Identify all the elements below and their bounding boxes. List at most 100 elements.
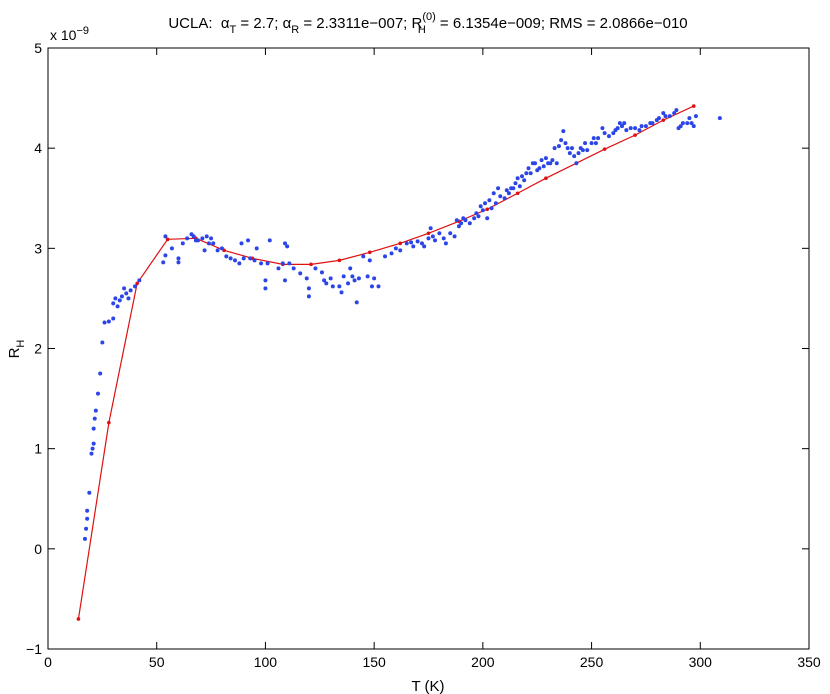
data-point bbox=[126, 296, 131, 301]
data-point bbox=[306, 286, 311, 291]
data-point bbox=[92, 416, 97, 421]
data-point bbox=[591, 136, 596, 141]
data-point bbox=[319, 270, 324, 275]
plot-area bbox=[47, 47, 810, 650]
data-point bbox=[404, 241, 409, 246]
data-point bbox=[163, 234, 168, 239]
data-point bbox=[533, 161, 538, 166]
exponent-power: −9 bbox=[76, 25, 89, 37]
axis-ticks bbox=[47, 47, 810, 650]
data-point bbox=[372, 276, 377, 281]
x-tick-label: 100 bbox=[254, 654, 278, 670]
data-point bbox=[291, 266, 296, 271]
y-tick-label: 5 bbox=[34, 40, 42, 56]
data-point bbox=[717, 116, 722, 121]
data-point bbox=[263, 278, 268, 283]
data-point bbox=[106, 319, 111, 324]
data-point bbox=[254, 246, 259, 251]
data-point bbox=[282, 278, 287, 283]
data-point bbox=[537, 166, 542, 171]
data-point bbox=[517, 184, 522, 189]
data-point bbox=[219, 246, 224, 251]
data-point bbox=[561, 129, 566, 134]
data-point bbox=[639, 124, 644, 129]
data-point bbox=[87, 490, 92, 495]
data-point bbox=[282, 241, 287, 246]
data-point bbox=[526, 166, 531, 171]
data-point bbox=[672, 111, 677, 116]
fit-marker bbox=[76, 617, 81, 621]
data-point bbox=[354, 300, 359, 305]
data-point bbox=[459, 221, 464, 226]
data-point bbox=[548, 161, 553, 166]
data-point bbox=[90, 446, 95, 451]
data-point bbox=[111, 316, 116, 321]
data-point bbox=[209, 236, 214, 241]
data-point bbox=[572, 154, 577, 159]
data-point bbox=[91, 426, 96, 431]
x-tick-label: 150 bbox=[362, 654, 386, 670]
chart-title: UCLA: αT = 2.7; αR = 2.3311e−007; R(0) H … bbox=[168, 11, 687, 36]
data-point bbox=[365, 274, 370, 279]
x-tick-label: 350 bbox=[797, 654, 821, 670]
data-point bbox=[287, 261, 292, 266]
data-point bbox=[328, 276, 333, 281]
data-point bbox=[643, 124, 648, 129]
fit-marker bbox=[544, 176, 548, 181]
data-point bbox=[661, 111, 666, 116]
data-point bbox=[480, 208, 485, 213]
data-point bbox=[119, 294, 124, 299]
data-point bbox=[611, 131, 616, 136]
data-point bbox=[276, 266, 281, 271]
y-tick-label: 2 bbox=[34, 341, 42, 357]
title-alpha-r: α bbox=[283, 15, 292, 32]
data-point bbox=[628, 126, 633, 131]
data-point bbox=[515, 176, 520, 181]
data-point bbox=[543, 156, 548, 161]
data-point bbox=[502, 196, 507, 201]
data-point bbox=[680, 121, 685, 126]
data-point bbox=[232, 258, 237, 263]
data-point bbox=[89, 451, 94, 456]
data-point bbox=[478, 204, 483, 209]
data-point bbox=[176, 260, 181, 265]
data-point bbox=[441, 236, 446, 241]
data-point bbox=[215, 248, 220, 253]
data-point bbox=[124, 291, 129, 296]
x-tick-label: 200 bbox=[471, 654, 495, 670]
data-point bbox=[487, 198, 492, 203]
data-point bbox=[593, 141, 598, 146]
data-point bbox=[563, 141, 568, 146]
data-point bbox=[93, 408, 98, 413]
data-point bbox=[202, 248, 207, 253]
title-sub-r: R bbox=[291, 24, 299, 36]
data-point bbox=[574, 161, 579, 166]
data-point bbox=[350, 274, 355, 279]
x-tick-label: 300 bbox=[689, 654, 713, 670]
data-point bbox=[285, 244, 290, 249]
fit-marker bbox=[107, 420, 111, 425]
data-point bbox=[239, 241, 244, 246]
data-point bbox=[91, 441, 96, 446]
data-point bbox=[280, 261, 285, 266]
data-point bbox=[467, 221, 472, 226]
data-point bbox=[554, 161, 559, 166]
data-point bbox=[322, 278, 327, 283]
data-point bbox=[550, 158, 555, 163]
y-tick-labels: −1 0 1 2 3 4 5 bbox=[26, 40, 42, 657]
fit-marker bbox=[337, 258, 342, 263]
y-tick-label: 3 bbox=[34, 240, 42, 256]
data-point bbox=[241, 256, 246, 261]
data-point bbox=[528, 171, 533, 176]
data-point bbox=[443, 241, 448, 246]
data-point bbox=[483, 201, 488, 206]
data-point bbox=[267, 238, 272, 243]
data-point bbox=[200, 236, 205, 241]
data-point bbox=[426, 236, 431, 241]
data-point bbox=[667, 114, 672, 119]
title-sup-0: (0) bbox=[422, 11, 435, 23]
data-point bbox=[437, 231, 442, 236]
x-tick-label: 250 bbox=[580, 654, 604, 670]
x-axis-label: T (K) bbox=[411, 678, 444, 694]
